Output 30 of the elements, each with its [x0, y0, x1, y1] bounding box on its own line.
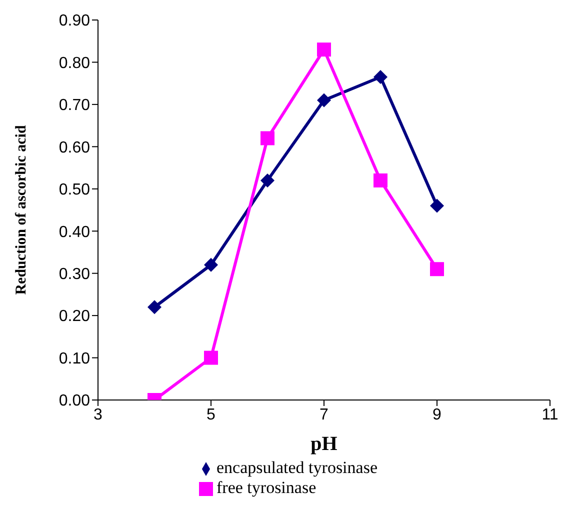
point [374, 70, 388, 84]
point [148, 300, 162, 314]
y-tick-label: 0.80 [58, 54, 90, 72]
x-tick-label: 5 [206, 406, 216, 424]
point [317, 42, 331, 57]
point [204, 350, 218, 365]
y-tick-label: 0.20 [58, 308, 90, 326]
legend-label: encapsulated tyrosinase [216, 458, 378, 477]
x-axis-title: pH [310, 433, 338, 455]
x-tick-label: 7 [320, 406, 329, 424]
y-tick-label: 0.90 [58, 12, 90, 30]
point [204, 258, 218, 272]
y-tick-label: 0.60 [58, 139, 90, 156]
y-tick-label: 0.40 [58, 224, 90, 241]
y-tick-label: 0.30 [58, 266, 90, 284]
point [374, 173, 388, 188]
point [317, 93, 331, 108]
y-tick-label: 0.70 [58, 97, 90, 114]
y-tick-label: 0.10 [58, 350, 90, 368]
x-tick-label: 3 [94, 406, 103, 424]
point [260, 131, 274, 146]
x-tick-label: 11 [542, 406, 558, 424]
legend-label: free tyrosinase [216, 478, 316, 497]
point [260, 173, 274, 188]
x-tick-label: 9 [432, 406, 442, 424]
point [430, 262, 444, 276]
point [430, 198, 444, 213]
y-tick-label: 0.50 [58, 182, 90, 199]
y-tick-label: 0.00 [58, 392, 90, 410]
y-axis-title: Reduction of ascorbic acid [13, 124, 30, 295]
